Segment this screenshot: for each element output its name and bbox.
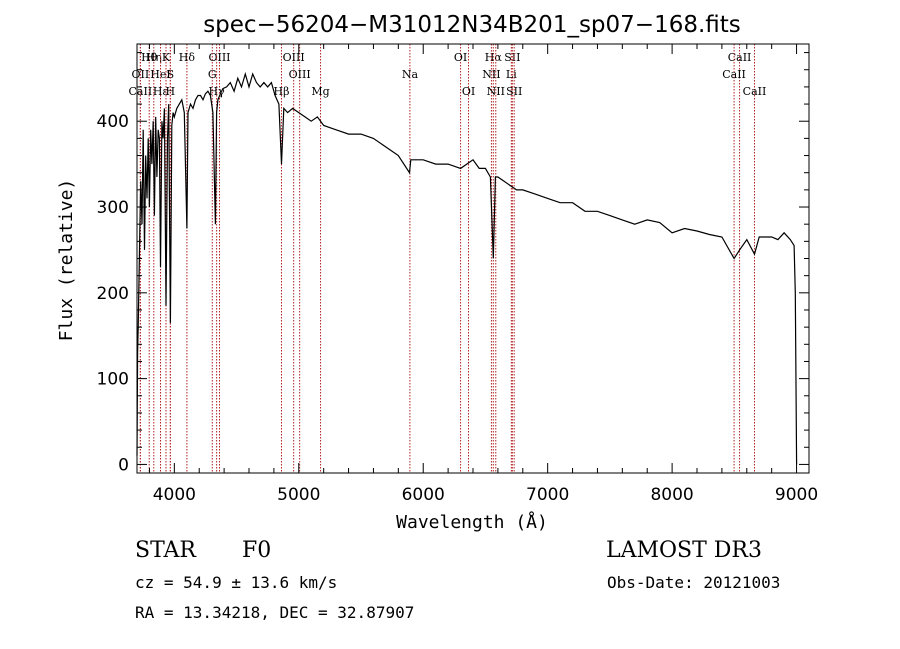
x-tick-label: 9000 — [775, 485, 818, 505]
y-tick-label: 0 — [118, 455, 129, 475]
spectral-line-label: Na — [402, 68, 419, 81]
x-tick-label: 7000 — [526, 485, 569, 505]
spectral-line-label: OI — [454, 51, 467, 64]
spectral-line-label: Hγ — [209, 85, 226, 98]
spectral-line-label: K — [162, 51, 171, 64]
spectral-line-label: Hε — [153, 85, 169, 98]
spectral-line-label: Mg — [311, 85, 329, 98]
spectral-line-label: CaII — [722, 68, 746, 81]
spectral-line-label: SII — [504, 51, 520, 64]
y-tick-label: 400 — [97, 112, 129, 132]
object-subclass: F0 — [242, 538, 272, 563]
spectral-line-label: OIII — [208, 51, 230, 64]
coordinates: RA = 13.34218, DEC = 32.87907 — [135, 603, 415, 622]
spectral-line-label: H — [166, 85, 176, 98]
spectral-line-label: Li — [506, 68, 517, 81]
spectral-line-label: Hβ — [274, 85, 290, 98]
spectral-line-markers: HθOIICaIIHηHeIHεKSHHδOIIIGHγOIIIOIIIHβMg… — [129, 44, 767, 473]
spectral-line-label: NII — [487, 85, 505, 98]
spectrum-line — [136, 71, 798, 465]
spectrum-series — [136, 71, 798, 465]
x-tick-label: 8000 — [650, 485, 693, 505]
y-tick-label: 100 — [97, 370, 129, 390]
x-axis-label: Wavelength (Å) — [396, 511, 548, 533]
x-tick-label: 4000 — [153, 485, 196, 505]
spectrum-chart: spec−56204−M31012N34B201_sp07−168.fits H… — [56, 12, 818, 533]
redshift-cz: cz = 54.9 ± 13.6 km/s — [135, 573, 338, 592]
x-tick-label: 5000 — [277, 485, 320, 505]
spectral-line-label: NII — [482, 68, 500, 81]
spectral-line-label: OIII — [283, 51, 305, 64]
survey-name: LAMOST DR3 — [606, 538, 762, 563]
spectral-line-label: CaII — [743, 85, 767, 98]
y-tick-label: 300 — [97, 198, 129, 218]
x-tick-label: 6000 — [402, 485, 445, 505]
y-tick-label: 200 — [97, 284, 129, 304]
spectral-line-label: SII — [506, 85, 522, 98]
spectral-line-label: OI — [462, 85, 475, 98]
spectral-line-label: Hδ — [179, 51, 196, 64]
y-axis-label: Flux (relative) — [56, 179, 77, 342]
observation-date: Obs-Date: 20121003 — [607, 573, 781, 592]
spectral-line-label: Hη — [146, 51, 162, 64]
spectral-line-label: CaII — [129, 85, 153, 98]
spectral-line-label: Hα — [485, 51, 503, 64]
plot-frame — [136, 43, 810, 474]
axes: 4000 5000 6000 7000 8000 9000 0 100 200 300 400 — [97, 44, 818, 505]
spectral-line-label: CaII — [728, 51, 752, 64]
spectral-line-label: OIII — [289, 68, 311, 81]
spectral-line-label: G — [208, 68, 217, 81]
object-class: STAR — [135, 538, 196, 563]
chart-title: spec−56204−M31012N34B201_sp07−168.fits — [203, 12, 741, 38]
